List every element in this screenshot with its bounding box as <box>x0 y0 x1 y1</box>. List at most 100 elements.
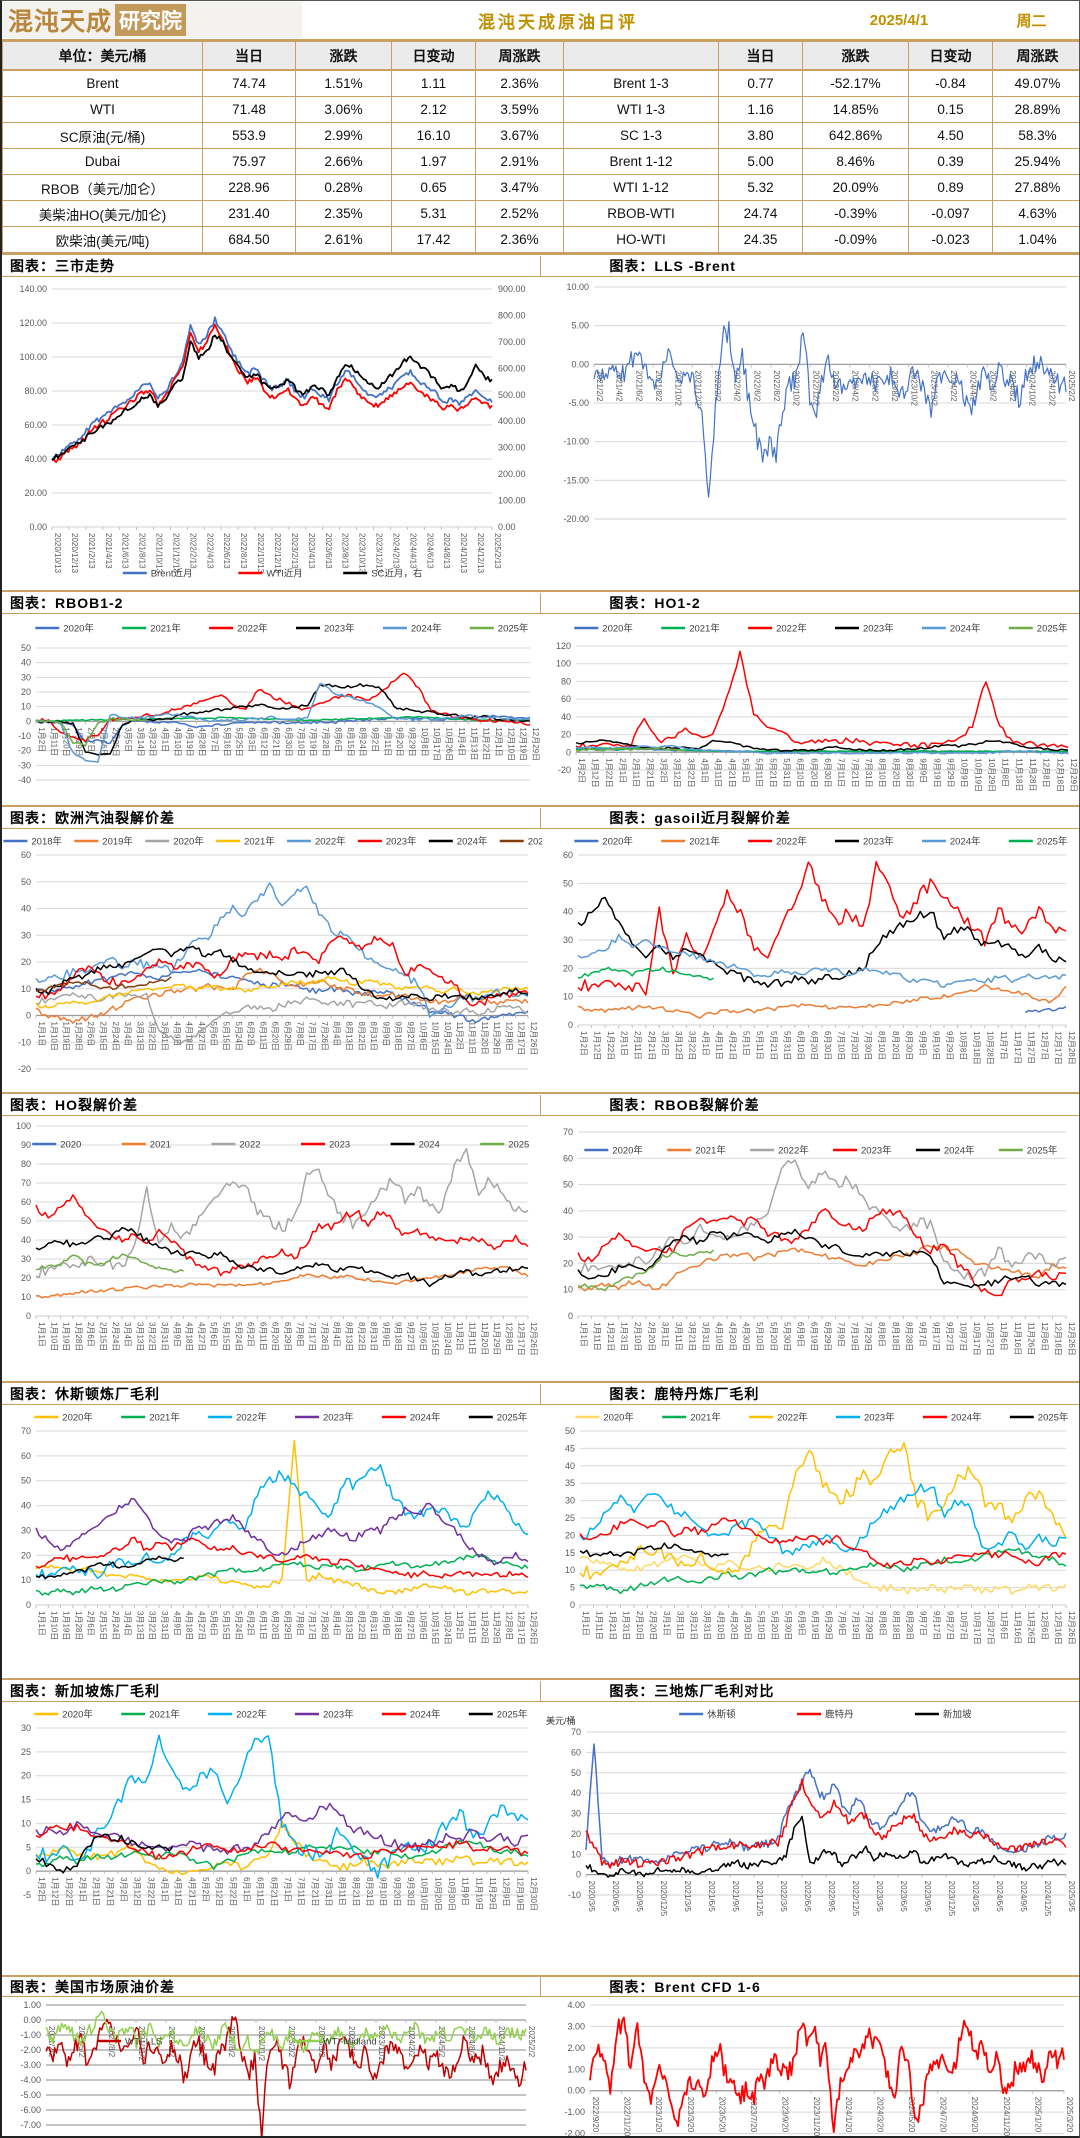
svg-text:11月8日: 11月8日 <box>1001 758 1010 787</box>
table-cell: 2.61% <box>295 226 392 253</box>
svg-text:7月17日: 7月17日 <box>308 1022 317 1051</box>
svg-text:8月22日: 8月22日 <box>357 1611 366 1640</box>
svg-text:3月22日: 3月22日 <box>687 1031 696 1060</box>
svg-text:5月10日: 5月10日 <box>755 1322 764 1351</box>
svg-text:8月4日: 8月4日 <box>332 1611 341 1636</box>
svg-text:40: 40 <box>21 1235 31 1245</box>
svg-text:9月10日: 9月10日 <box>379 1877 388 1906</box>
svg-text:12月19日: 12月19日 <box>515 1877 524 1911</box>
svg-text:-1.00: -1.00 <box>20 2030 41 2040</box>
svg-text:7月10日: 7月10日 <box>837 1031 846 1060</box>
report-weekday: 周二 <box>1016 12 1047 30</box>
table-cell: 周涨跌 <box>475 41 564 71</box>
svg-text:8月18日: 8月18日 <box>891 1322 900 1351</box>
svg-text:2024/8/2: 2024/8/2 <box>467 2026 476 2058</box>
svg-text:1月22日: 1月22日 <box>606 1031 615 1060</box>
svg-text:2025年: 2025年 <box>1037 836 1068 848</box>
svg-text:10月24日: 10月24日 <box>443 1022 452 1056</box>
svg-text:900.00: 900.00 <box>498 284 526 294</box>
svg-text:1月19日: 1月19日 <box>62 1611 71 1640</box>
svg-text:11月19日: 11月19日 <box>474 1877 483 1910</box>
svg-text:2022年: 2022年 <box>778 1145 809 1157</box>
svg-text:2025年: 2025年 <box>497 1709 528 1721</box>
svg-text:600.00: 600.00 <box>498 363 526 373</box>
table-row-label: WTI 1-12 <box>563 174 719 201</box>
svg-text:40: 40 <box>565 1461 575 1471</box>
chart-HO1-2: -20 0 20 40 60 80 100 120 1月2日 1月12日 1月22日 2月1日 2月11… <box>542 614 1079 805</box>
svg-text:6月10日: 6月10日 <box>796 1031 805 1060</box>
svg-text:11月20日: 11月20日 <box>480 1611 489 1644</box>
table-cell: 0.28% <box>295 174 392 201</box>
svg-text:2020/6/5: 2020/6/5 <box>611 1881 620 1913</box>
svg-text:8月28日: 8月28日 <box>904 1322 913 1351</box>
svg-text:11月11日: 11月11日 <box>468 1022 477 1055</box>
svg-text:2021/6/13: 2021/6/13 <box>121 533 130 569</box>
svg-text:7月20日: 7月20日 <box>850 1031 859 1060</box>
svg-text:2022年: 2022年 <box>776 623 807 635</box>
svg-text:8月31日: 8月31日 <box>369 1022 378 1051</box>
svg-text:2024/11/2: 2024/11/2 <box>497 2026 506 2062</box>
svg-text:50: 50 <box>21 877 31 887</box>
svg-text:7月9日: 7月9日 <box>838 1611 847 1636</box>
svg-text:-20: -20 <box>18 746 31 756</box>
svg-text:40: 40 <box>21 658 31 668</box>
svg-text:5月22日: 5月22日 <box>228 1877 237 1906</box>
svg-text:2024/4/2: 2024/4/2 <box>969 370 978 402</box>
report-header: 混沌天成 研究院 混沌天成原油日评 2025/4/1 周二 <box>2 1 1079 39</box>
svg-text:2022年: 2022年 <box>236 1709 267 1721</box>
svg-text:6月20日: 6月20日 <box>271 1022 280 1051</box>
table-cell: 3.59% <box>475 96 564 123</box>
svg-text:30: 30 <box>21 1254 31 1264</box>
svg-text:60: 60 <box>563 850 573 860</box>
charts-area: 图表：三市走势 图表：LLS -Brent 0.00 20.00 40.00 60.00 8… <box>2 253 1079 2136</box>
svg-text:1月31日: 1月31日 <box>620 1322 629 1351</box>
chart-row-1: 图表：三市走势 图表：LLS -Brent 0.00 20.00 40.00 60.00 8… <box>2 253 1079 590</box>
svg-text:4.00: 4.00 <box>567 2000 585 2010</box>
svg-text:2021/10/13: 2021/10/13 <box>155 533 164 574</box>
svg-text:2022: 2022 <box>239 1140 260 1151</box>
svg-text:7月10日: 7月10日 <box>296 727 305 756</box>
svg-text:8月24日: 8月24日 <box>358 727 367 756</box>
svg-text:6月2日: 6月2日 <box>246 1022 255 1047</box>
svg-text:休斯顿: 休斯顿 <box>707 1709 736 1721</box>
svg-text:9月27日: 9月27日 <box>406 1611 415 1640</box>
svg-text:11月22日: 11月22日 <box>482 727 491 760</box>
svg-text:11月29日: 11月29日 <box>492 1022 501 1055</box>
svg-text:6月9日: 6月9日 <box>796 1322 805 1347</box>
svg-text:2025/3/20: 2025/3/20 <box>1065 2097 1074 2133</box>
svg-text:2021年: 2021年 <box>690 1412 721 1424</box>
chart-row-3: 图表：欧洲汽油裂解价差 图表：gasoil近月裂解价差 -20 -10 0 10 20 30 4… <box>2 805 1079 1092</box>
svg-text:50: 50 <box>571 1768 581 1778</box>
svg-text:2022/4/13: 2022/4/13 <box>205 533 214 569</box>
svg-text:5月2日: 5月2日 <box>201 1877 210 1902</box>
svg-text:1月2日: 1月2日 <box>579 1031 588 1056</box>
svg-text:3月21日: 3月21日 <box>687 1322 696 1351</box>
svg-text:2025年: 2025年 <box>498 623 529 635</box>
svg-text:-4.00: -4.00 <box>20 2075 41 2085</box>
svg-text:5月7日: 5月7日 <box>210 727 219 752</box>
svg-text:1月1日: 1月1日 <box>37 1022 46 1047</box>
svg-text:6月20日: 6月20日 <box>271 1322 280 1351</box>
svg-text:9月9日: 9月9日 <box>381 1611 390 1636</box>
svg-text:6月11日: 6月11日 <box>258 1322 267 1351</box>
svg-text:40: 40 <box>21 1501 31 1511</box>
svg-text:7月1日: 7月1日 <box>283 1877 292 1902</box>
svg-text:50: 50 <box>563 878 573 888</box>
svg-text:200.00: 200.00 <box>498 469 526 479</box>
table-cell: 5.31 <box>391 200 476 227</box>
table-cell: 2.91% <box>475 148 564 175</box>
chart-title-left-3: 图表：欧洲汽油裂解价差 <box>10 809 175 826</box>
svg-text:3月4日: 3月4日 <box>123 1611 132 1636</box>
svg-text:2024/2/2: 2024/2/2 <box>949 370 958 402</box>
svg-text:0.00: 0.00 <box>29 522 47 532</box>
table-row-label: RBOB-WTI <box>563 200 719 227</box>
svg-text:3月5日: 3月5日 <box>123 727 132 752</box>
svg-text:5月21日: 5月21日 <box>769 1031 778 1060</box>
svg-text:11月11日: 11月11日 <box>468 1611 477 1644</box>
svg-text:2023/12/13: 2023/12/13 <box>375 533 384 574</box>
table-cell: 71.48 <box>202 96 296 123</box>
svg-text:20: 20 <box>21 1771 31 1781</box>
svg-text:4月20日: 4月20日 <box>730 1611 739 1640</box>
svg-text:2021年: 2021年 <box>149 1412 180 1424</box>
svg-text:2025年: 2025年 <box>497 1412 528 1424</box>
